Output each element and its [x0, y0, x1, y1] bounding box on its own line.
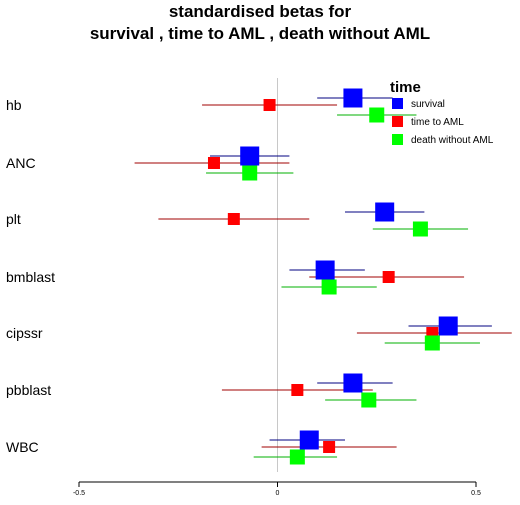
- point-death-without-AML-hb: [369, 107, 385, 123]
- point-death-without-AML-cipssr: [424, 335, 440, 351]
- legend-label-death-without-AML: death without AML: [411, 135, 494, 146]
- chart-title-line-2: survival , time to AML , death without A…: [89, 24, 431, 43]
- point-survival-plt: [375, 202, 395, 222]
- point-survival-WBC: [299, 430, 319, 450]
- point-death-without-AML-plt: [412, 221, 428, 237]
- point-survival-pbblast: [343, 373, 363, 393]
- point-death-without-AML-pbblast: [361, 392, 377, 408]
- category-label-ANC: ANC: [6, 155, 36, 171]
- point-time-to-AML-bmblast: [382, 271, 395, 283]
- point-death-without-AML-WBC: [289, 449, 305, 465]
- x-tick-label: -0.5: [73, 490, 85, 497]
- point-time-to-AML-ANC: [207, 157, 220, 169]
- point-survival-cipssr: [438, 316, 458, 336]
- point-time-to-AML-plt: [227, 213, 240, 225]
- legend-title: time: [390, 79, 421, 96]
- category-label-cipssr: cipssr: [6, 325, 43, 341]
- category-label-hb: hb: [6, 97, 22, 113]
- category-label-WBC: WBC: [6, 439, 39, 455]
- point-survival-bmblast: [315, 260, 335, 280]
- legend-swatch-death-without-AML: [392, 134, 403, 145]
- legend-label-survival: survival: [411, 99, 445, 110]
- category-label-pbblast: pbblast: [6, 382, 51, 398]
- chart-title-line-1: standardised betas for: [168, 2, 352, 21]
- point-time-to-AML-pbblast: [291, 384, 304, 396]
- category-label-plt: plt: [6, 211, 21, 227]
- category-label-bmblast: bmblast: [6, 269, 55, 285]
- point-death-without-AML-ANC: [242, 165, 258, 181]
- x-tick-label: 0: [276, 490, 280, 497]
- x-tick-label: 0.5: [471, 490, 481, 497]
- legend-label-time-to-AML: time to AML: [411, 117, 464, 128]
- legend-swatch-survival: [392, 98, 403, 109]
- point-time-to-AML-hb: [263, 99, 276, 111]
- point-time-to-AML-WBC: [323, 441, 336, 453]
- point-survival-ANC: [240, 146, 260, 166]
- point-death-without-AML-bmblast: [321, 279, 337, 295]
- point-survival-hb: [343, 88, 363, 108]
- legend-swatch-time-to-AML: [392, 116, 403, 127]
